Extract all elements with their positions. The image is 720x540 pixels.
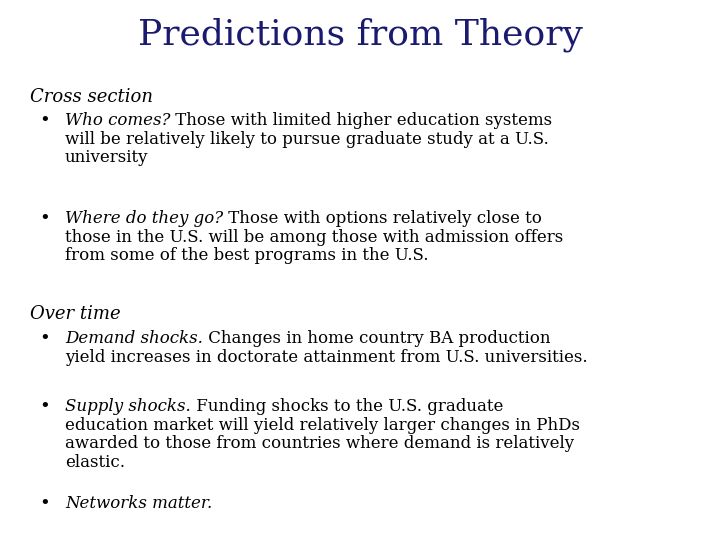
Text: from some of the best programs in the U.S.: from some of the best programs in the U.… [65,247,428,264]
Text: •: • [40,112,50,130]
Text: education market will yield relatively larger changes in PhDs: education market will yield relatively l… [65,416,580,434]
Text: yield increases in doctorate attainment from U.S. universities.: yield increases in doctorate attainment … [65,349,588,366]
Text: Those with limited higher education systems: Those with limited higher education syst… [171,112,552,129]
Text: awarded to those from countries where demand is relatively: awarded to those from countries where de… [65,435,574,452]
Text: Demand shocks.: Demand shocks. [65,330,203,347]
Text: Where do they go?: Where do they go? [65,210,223,227]
Text: Over time: Over time [30,305,121,323]
Text: Changes in home country BA production: Changes in home country BA production [203,330,550,347]
Text: Who comes?: Who comes? [65,112,171,129]
Text: those in the U.S. will be among those with admission offers: those in the U.S. will be among those wi… [65,228,563,246]
Text: •: • [40,495,50,513]
Text: Supply shocks.: Supply shocks. [65,398,191,415]
Text: •: • [40,398,50,416]
Text: Networks matter.: Networks matter. [65,495,212,512]
Text: •: • [40,210,50,228]
Text: elastic.: elastic. [65,454,125,471]
Text: •: • [40,330,50,348]
Text: Funding shocks to the U.S. graduate: Funding shocks to the U.S. graduate [191,398,503,415]
Text: Those with options relatively close to: Those with options relatively close to [223,210,542,227]
Text: Cross section: Cross section [30,88,153,106]
Text: will be relatively likely to pursue graduate study at a U.S.: will be relatively likely to pursue grad… [65,131,549,147]
Text: Predictions from Theory: Predictions from Theory [138,18,582,52]
Text: university: university [65,149,148,166]
